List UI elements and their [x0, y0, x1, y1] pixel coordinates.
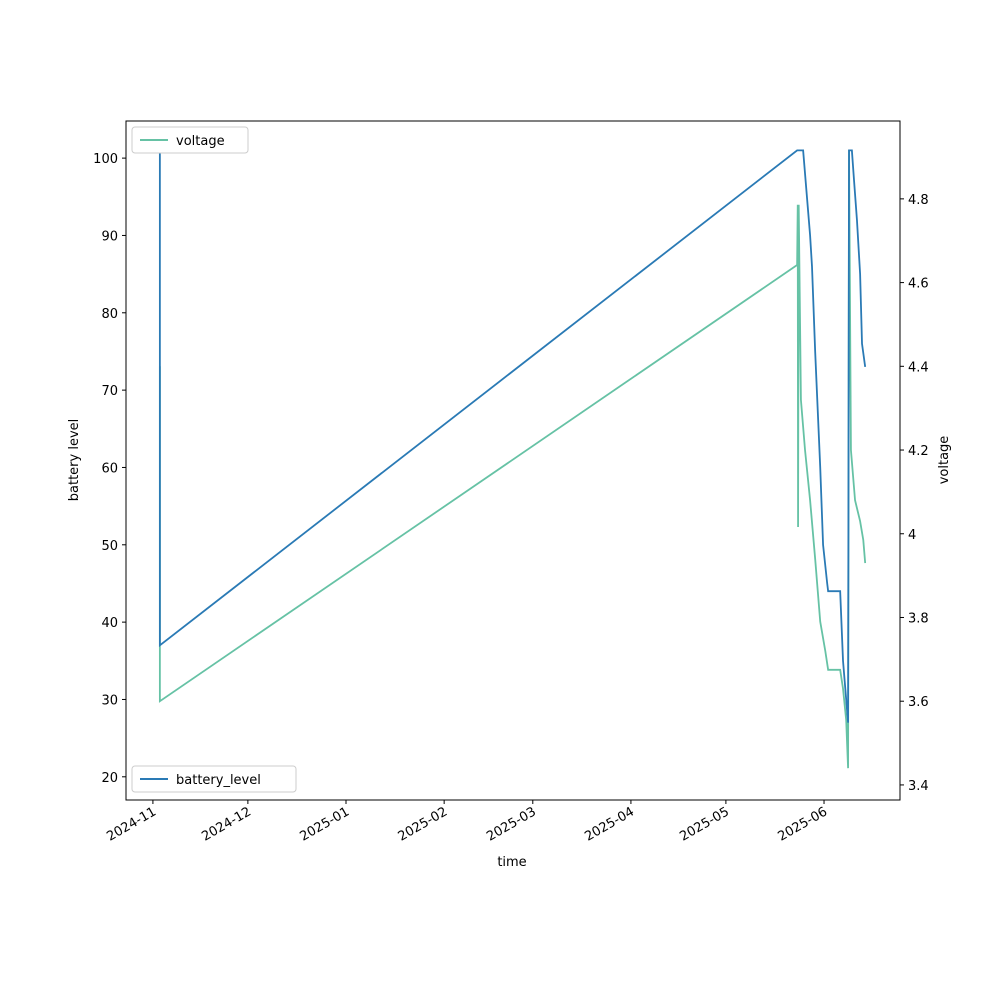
- x-axis-label: time: [497, 855, 526, 870]
- y-tick-label: 90: [101, 229, 118, 244]
- y-tick-label: 80: [101, 307, 118, 322]
- x-tick-label: 2025-03: [484, 804, 539, 844]
- x-tick-label: 2025-02: [396, 804, 451, 844]
- y-tick-label: 30: [101, 693, 118, 708]
- legend-label: battery_level: [176, 773, 261, 788]
- legend-label: voltage: [176, 134, 225, 149]
- x-tick-label: 2025-06: [775, 804, 830, 844]
- y-axis-label: battery level: [67, 419, 82, 502]
- y-tick-label: 50: [101, 539, 118, 554]
- y2-axis-label: voltage: [937, 436, 952, 485]
- y2-tick-label: 4: [908, 528, 916, 543]
- y2-tick-label: 4.4: [908, 360, 929, 375]
- y-tick-label: 20: [101, 771, 118, 786]
- y-tick-label: 100: [93, 152, 118, 167]
- y2-tick-label: 4.2: [908, 444, 929, 459]
- data-line: [158, 149, 867, 769]
- x-tick-label: 2025-04: [582, 804, 637, 844]
- y2-tick-label: 4.8: [908, 193, 929, 208]
- y-tick-label: 40: [101, 616, 118, 631]
- plot-frame: [125, 120, 901, 801]
- y2-tick-label: 3.6: [908, 695, 929, 710]
- y2-tick-label: 4.6: [908, 277, 929, 292]
- x-tick-label: 2025-01: [297, 804, 352, 844]
- data-line: [158, 149, 867, 723]
- x-tick-label: 2024-11: [104, 804, 159, 844]
- x-tick-label: 2025-05: [677, 804, 732, 844]
- x-tick-label: 2024-12: [199, 804, 254, 844]
- y2-tick-label: 3.8: [908, 611, 929, 626]
- y2-tick-label: 3.4: [908, 779, 929, 794]
- y-tick-label: 70: [101, 384, 118, 399]
- legend-box: [131, 765, 297, 793]
- legend-box: [131, 126, 249, 154]
- y-tick-label: 60: [101, 461, 118, 476]
